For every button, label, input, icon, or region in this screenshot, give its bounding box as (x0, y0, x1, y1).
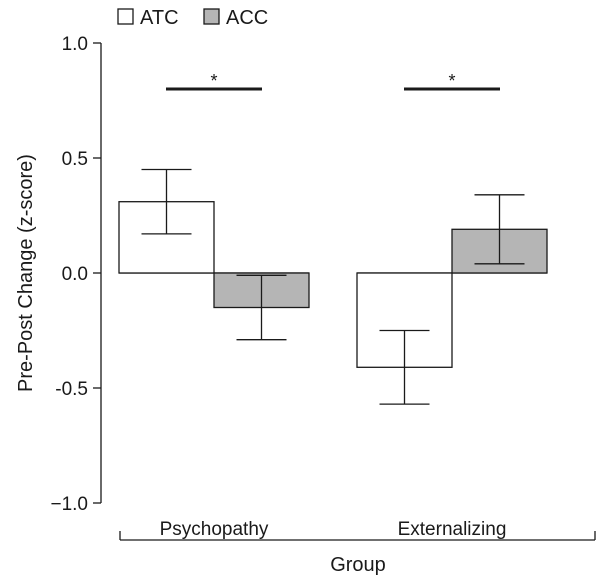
significance-markers: * * (166, 71, 500, 91)
y-tick-label: −1.0 (50, 494, 88, 515)
legend-label: ACC (226, 7, 268, 29)
y-tick-label: 0.0 (62, 264, 88, 285)
legend-swatch (203, 8, 220, 25)
y-tick-label: 1.0 (62, 34, 88, 55)
significance-asterisk: * (448, 71, 455, 91)
legend-swatch (117, 8, 134, 25)
y-axis-title: Pre-Post Change (z-score) (15, 154, 37, 392)
y-tick-label: 0.5 (62, 149, 88, 170)
x-axis: Psychopathy Externalizing (119, 519, 596, 541)
bars (118, 201, 548, 368)
x-tick-label: Externalizing (398, 519, 507, 540)
legend: ATC ACC (117, 7, 268, 29)
y-tick-label: -0.5 (55, 379, 88, 400)
error-bars (141, 168, 525, 405)
y-axis: 1.0 0.5 0.0 -0.5 −1.0 (50, 34, 102, 515)
legend-label: ATC (140, 7, 179, 29)
x-tick-label: Psychopathy (160, 519, 269, 540)
significance-asterisk: * (210, 71, 217, 91)
x-axis-title: Group (330, 554, 386, 576)
